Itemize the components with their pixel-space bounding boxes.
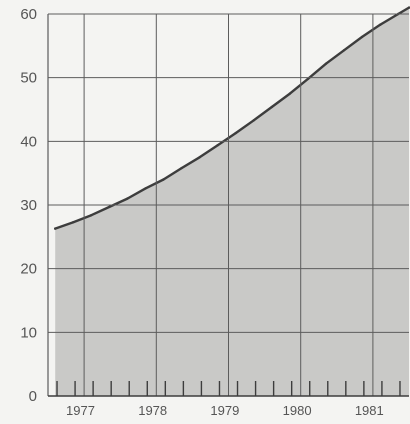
- data-point-8: [198, 156, 201, 159]
- area-fill: [55, 7, 409, 396]
- data-point-0: [54, 227, 57, 230]
- y-tick-label-40: 40: [20, 133, 37, 150]
- data-point-1: [72, 221, 75, 224]
- x-tick-label-1981: 1981: [355, 403, 384, 418]
- axes: 0 10 20 30 40 50 60 1977 1978 1979 1980 1981: [20, 6, 409, 418]
- data-point-16: [342, 49, 346, 52]
- plot-area: [54, 6, 410, 396]
- data-point-6: [162, 178, 165, 181]
- data-point-9: [216, 144, 219, 147]
- y-tick-label-60: 60: [20, 6, 37, 23]
- data-point-13: [288, 92, 292, 95]
- x-tick-label-1979: 1979: [210, 403, 239, 418]
- x-tick-label-1978: 1978: [138, 403, 167, 418]
- data-point-3: [108, 205, 111, 209]
- data-point-2: [90, 214, 93, 217]
- data-point-17: [360, 35, 364, 39]
- data-point-4: [126, 197, 129, 200]
- data-point-7: [180, 166, 183, 170]
- data-point-14: [306, 77, 310, 81]
- y-tick-label-50: 50: [20, 70, 37, 87]
- data-point-15: [324, 62, 328, 65]
- y-tick-label-20: 20: [20, 261, 37, 278]
- y-tick-label-0: 0: [29, 388, 37, 405]
- y-tick-label-10: 10: [20, 324, 37, 341]
- x-tick-label-1977: 1977: [66, 403, 95, 418]
- data-point-18: [378, 23, 382, 26]
- x-tick-label-1980: 1980: [283, 403, 312, 418]
- data-point-11: [252, 119, 255, 122]
- data-point-10: [234, 131, 237, 135]
- data-point-20: [407, 6, 410, 9]
- y-tick-label-30: 30: [20, 197, 37, 214]
- data-point-12: [270, 105, 273, 109]
- data-point-5: [144, 187, 147, 190]
